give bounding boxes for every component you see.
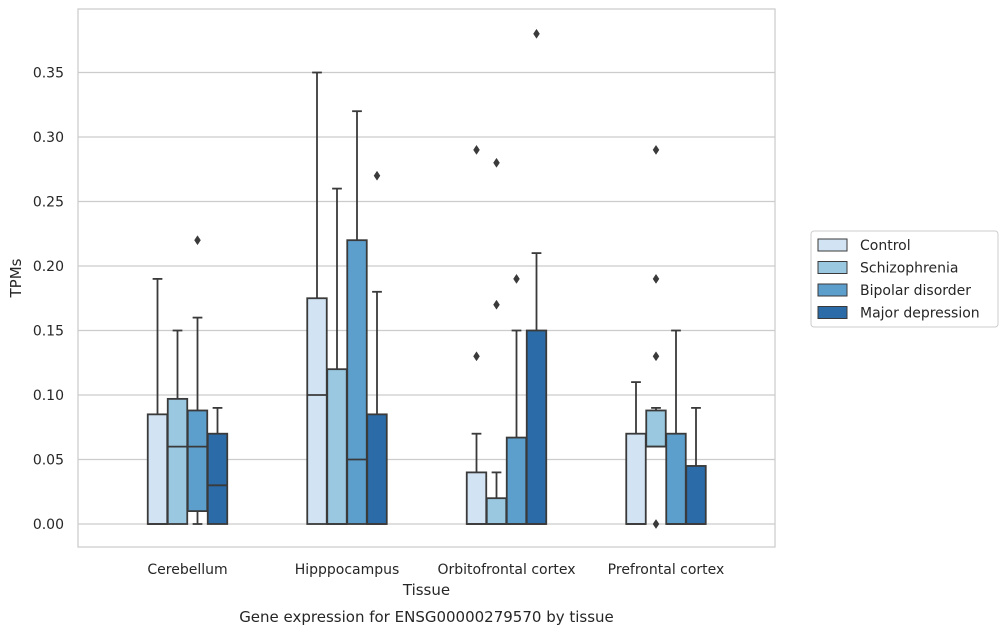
box-rect bbox=[665, 432, 687, 525]
legend-label: Major depression bbox=[860, 306, 980, 322]
box-schizophrenia bbox=[485, 157, 508, 525]
box-rect bbox=[326, 368, 348, 525]
outlier-point bbox=[373, 170, 381, 181]
legend-swatch bbox=[817, 283, 848, 297]
chart-caption: Gene expression for ENSG00000279570 by t… bbox=[239, 608, 614, 626]
legend-swatch bbox=[817, 261, 848, 274]
box-rect bbox=[685, 465, 707, 525]
x-tick-label: Hipppocampus bbox=[295, 562, 400, 578]
box-bipolar-disorder bbox=[186, 235, 209, 525]
legend: Control Schizophrenia Bipolar disorder Majo… bbox=[810, 230, 999, 328]
outlier-point bbox=[652, 144, 660, 155]
box-series bbox=[146, 28, 707, 529]
y-tick-label: 0.35 bbox=[33, 66, 64, 82]
box-bipolar-disorder bbox=[505, 273, 528, 525]
box-rect bbox=[366, 413, 388, 525]
outlier-point bbox=[533, 28, 540, 39]
x-tick-label: Prefrontal cortex bbox=[608, 562, 725, 578]
legend-label: Schizophrenia bbox=[860, 261, 958, 277]
legend-frame bbox=[810, 230, 999, 328]
y-tick-label: 0.30 bbox=[33, 130, 64, 146]
y-tick-label: 0.20 bbox=[33, 259, 64, 275]
box-schizophrenia bbox=[166, 329, 189, 525]
x-tick-label: Cerebellum bbox=[147, 562, 227, 578]
outlier-point bbox=[513, 273, 520, 284]
plot-area-frame bbox=[77, 8, 776, 548]
outlier-point bbox=[194, 235, 201, 246]
y-tick-label: 0.15 bbox=[33, 324, 64, 340]
legend-label: Bipolar disorder bbox=[860, 283, 971, 299]
box-rect bbox=[525, 329, 548, 525]
box-rect bbox=[306, 297, 328, 525]
box-control bbox=[465, 144, 488, 525]
x-tick-label: Orbitofrontal cortex bbox=[438, 562, 576, 578]
box-rect bbox=[146, 413, 169, 525]
box-rect bbox=[645, 409, 667, 448]
outlier-point bbox=[652, 273, 660, 284]
x-axis-title: Tissue bbox=[402, 581, 450, 599]
box-major-depression bbox=[685, 406, 707, 525]
y-tick-label: 0.25 bbox=[33, 195, 64, 211]
box-rect bbox=[346, 239, 368, 525]
box-rect bbox=[505, 436, 528, 525]
legend-label: Control bbox=[860, 238, 911, 254]
box-rect bbox=[166, 397, 189, 525]
legend-swatch bbox=[817, 238, 848, 252]
box-control bbox=[625, 381, 647, 525]
box-control bbox=[306, 71, 328, 525]
y-axis-title: TPMs bbox=[7, 258, 25, 298]
box-bipolar-disorder bbox=[665, 329, 687, 525]
box-rect bbox=[186, 409, 209, 513]
y-tick-label: 0.10 bbox=[33, 388, 64, 404]
box-bipolar-disorder bbox=[346, 110, 368, 525]
box-schizophrenia bbox=[326, 187, 348, 525]
outlier-point bbox=[473, 351, 480, 362]
box-schizophrenia bbox=[645, 144, 667, 529]
box-rect bbox=[625, 432, 647, 525]
box-major-depression bbox=[206, 406, 229, 525]
box-major-depression bbox=[525, 28, 548, 525]
legend-swatch bbox=[817, 306, 848, 319]
outlier-point bbox=[652, 351, 660, 362]
box-rect bbox=[485, 497, 508, 525]
outlier-point bbox=[473, 144, 480, 155]
x-axis-ticks: Cerebellum Hipppocampus Orbitofrontal cort… bbox=[147, 562, 724, 578]
outlier-point bbox=[493, 299, 500, 310]
y-tick-label: 0.05 bbox=[33, 453, 64, 469]
box-control bbox=[146, 277, 169, 525]
outlier-point bbox=[652, 519, 660, 529]
box-rect bbox=[465, 471, 488, 525]
box-rect bbox=[206, 432, 229, 525]
box-major-depression bbox=[366, 170, 388, 525]
outlier-point bbox=[493, 157, 500, 168]
y-axis-ticks: 0.00 0.05 0.10 0.15 0.20 0.25 0.30 0.35 bbox=[33, 66, 64, 534]
y-tick-label: 0.00 bbox=[33, 517, 64, 533]
